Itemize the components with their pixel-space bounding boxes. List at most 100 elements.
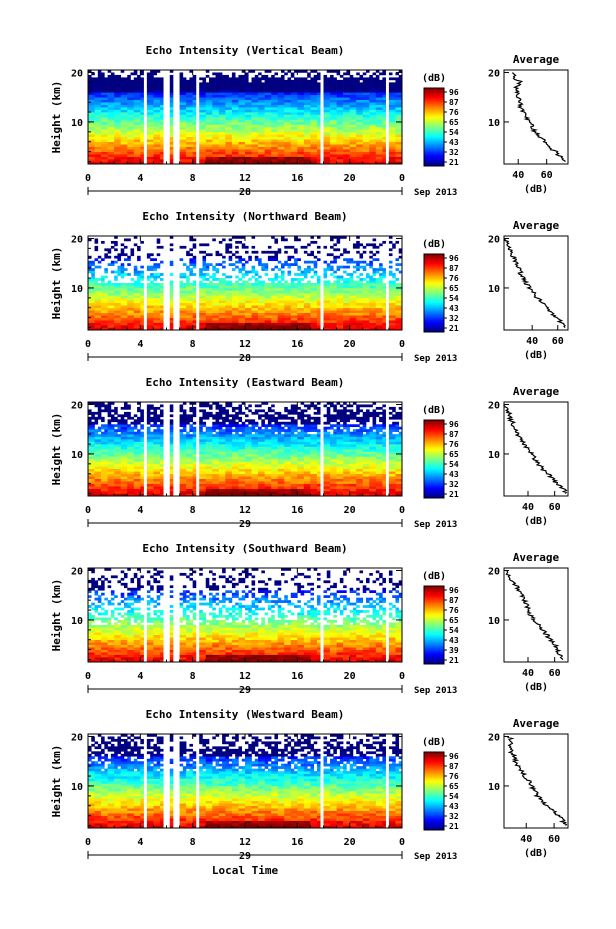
heatmap-cell	[222, 312, 226, 316]
heatmap-cell	[284, 97, 288, 100]
heatmap-cell	[88, 129, 92, 133]
heatmap-cell	[395, 119, 400, 123]
heatmap-cell	[284, 124, 288, 128]
heatmap-cell	[277, 297, 282, 301]
heatmap-cell	[388, 82, 393, 86]
heatmap-cell	[352, 129, 357, 133]
heatmap-cell	[146, 305, 151, 309]
heatmap-cell	[189, 107, 193, 110]
heatmap-cell	[352, 144, 357, 147]
heatmap-cell	[159, 114, 164, 118]
heatmap-cell	[392, 159, 396, 162]
heatmap-cell	[392, 97, 396, 100]
heatmap-cell	[277, 248, 282, 252]
heatmap-cell	[199, 141, 203, 145]
heatmap-cell	[261, 121, 265, 125]
heatmap-cell	[241, 141, 246, 145]
heatmap-cell	[205, 322, 210, 326]
heatmap-cell	[120, 79, 125, 83]
heatmap-cell	[352, 136, 357, 140]
heatmap-cell	[316, 141, 321, 145]
heatmap-cell	[218, 317, 223, 321]
heatmap-cell	[186, 280, 190, 284]
heatmap-cell	[284, 117, 288, 120]
heatmap-cell	[307, 161, 311, 165]
heatmap-cell	[303, 297, 308, 301]
heatmap-cell	[192, 114, 197, 118]
heatmap-cell	[218, 156, 223, 160]
heatmap-cell	[107, 74, 112, 78]
heatmap-cell	[310, 292, 314, 296]
heatmap-cell	[117, 77, 122, 81]
heatmap-cell	[182, 107, 187, 110]
heatmap-cell	[159, 278, 164, 281]
heatmap-cell	[97, 79, 102, 83]
heatmap-cell	[156, 102, 161, 105]
heatmap-cell	[245, 250, 249, 254]
heatmap-cell	[110, 124, 115, 128]
heatmap-cell	[290, 310, 295, 313]
heatmap-cell	[205, 278, 210, 281]
heatmap-cell	[274, 250, 279, 254]
average-y-tick-label: 20	[488, 68, 500, 79]
heatmap-cell	[222, 265, 226, 269]
heatmap-cell	[150, 84, 154, 88]
heatmap-cell	[349, 74, 354, 78]
heatmap-cell	[150, 305, 154, 309]
heatmap-cell	[153, 292, 157, 296]
heatmap-cell	[290, 327, 295, 331]
heatmap-cell	[241, 236, 246, 239]
heatmap-cell	[294, 139, 298, 143]
heatmap-cell	[287, 82, 292, 86]
heatmap-cell	[238, 114, 243, 118]
heatmap-cell	[248, 114, 252, 118]
heatmap-cell	[307, 310, 311, 313]
heatmap-cell	[104, 154, 108, 157]
heatmap-cell	[362, 77, 367, 81]
heatmap-cell	[310, 97, 314, 100]
heatmap-cell	[120, 263, 125, 266]
heatmap-cell	[110, 97, 115, 100]
heatmap-cell	[91, 109, 95, 113]
heatmap-cell	[202, 305, 207, 309]
heatmap-cell	[251, 102, 256, 105]
heatmap-cell	[107, 107, 112, 110]
heatmap-cell	[346, 112, 350, 115]
heatmap-cell	[300, 302, 305, 306]
heatmap-cell	[297, 136, 301, 140]
heatmap-cell	[280, 149, 285, 152]
heatmap-cell	[228, 255, 233, 259]
heatmap-cell	[218, 287, 223, 291]
heatmap-cell	[316, 302, 321, 306]
heatmap-cell	[313, 102, 318, 105]
heatmap-cell	[303, 322, 308, 326]
heatmap-cell	[251, 327, 256, 331]
heatmap-cell	[235, 99, 239, 103]
heatmap-cell	[205, 109, 210, 113]
heatmap-cell	[238, 268, 243, 271]
heatmap-cell	[336, 107, 341, 110]
heatmap-cell	[199, 82, 203, 86]
heatmap-cell	[205, 119, 210, 123]
heatmap-cell	[179, 322, 184, 326]
heatmap-cell	[228, 322, 233, 326]
heatmap-cell	[186, 136, 190, 140]
heatmap-cell	[205, 268, 210, 271]
heatmap-cell	[202, 97, 207, 100]
heatmap-cell	[127, 315, 131, 318]
heatmap-cell	[395, 102, 400, 105]
heatmap-cell	[137, 283, 141, 286]
heatmap-cell	[300, 156, 305, 160]
heatmap-cell	[248, 117, 252, 120]
heatmap-cell	[307, 72, 311, 76]
heatmap-cell	[382, 144, 386, 147]
heatmap-cell	[222, 121, 226, 125]
heatmap-cell	[284, 300, 288, 304]
heatmap-cell	[238, 305, 243, 309]
heatmap-cell	[189, 70, 193, 73]
heatmap-cell	[382, 129, 386, 133]
heatmap-cell	[186, 325, 190, 328]
heatmap-cell	[372, 126, 377, 130]
heatmap-cell	[91, 263, 95, 266]
heatmap-cell	[218, 82, 223, 86]
